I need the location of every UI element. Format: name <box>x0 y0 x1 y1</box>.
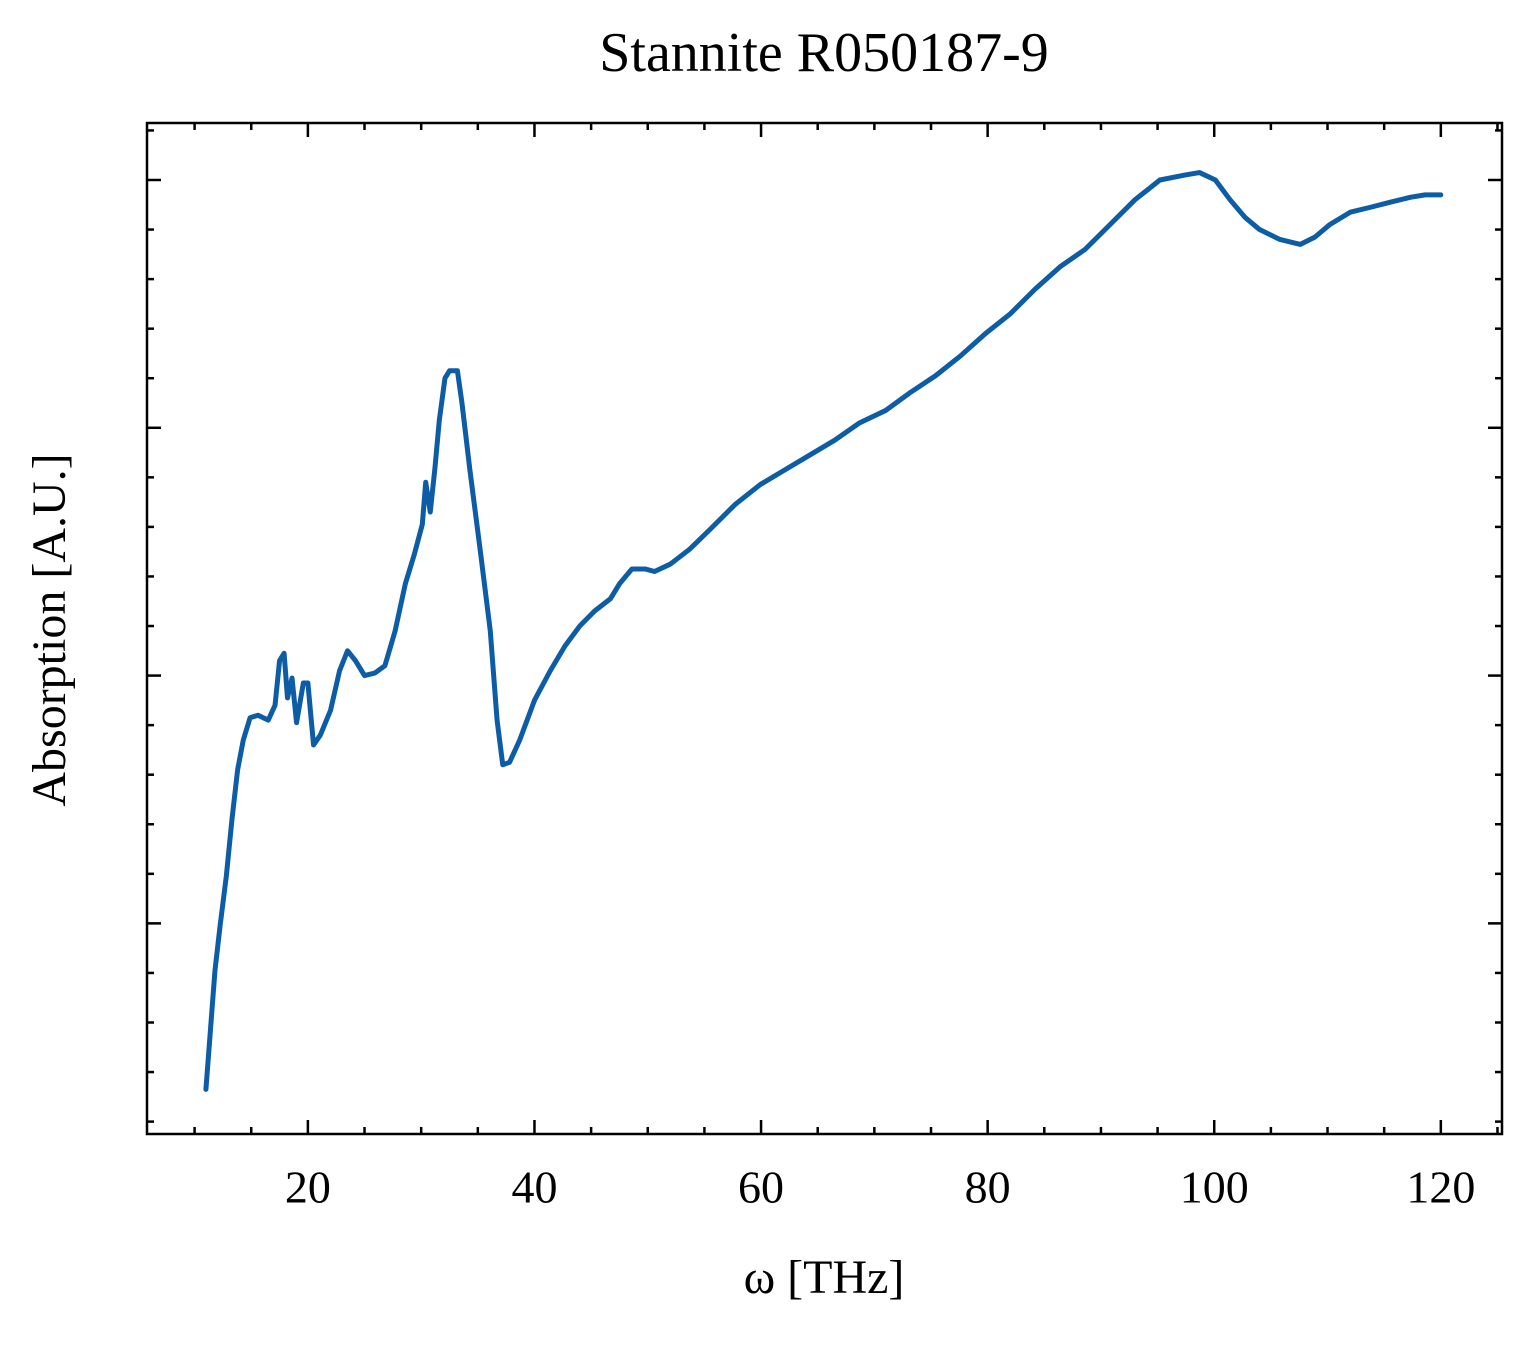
plot-frame <box>145 121 1504 1136</box>
y-axis-label: Absorption [A.U.] <box>23 453 76 806</box>
x-tick-label: 40 <box>511 1162 557 1213</box>
x-tick-label: 120 <box>1406 1162 1475 1213</box>
chart-title: Stannite R050187-9 <box>599 22 1049 84</box>
x-axis-label: ω [THz] <box>744 1251 905 1304</box>
x-tick-label: 80 <box>965 1162 1011 1213</box>
x-tick-label: 20 <box>285 1162 331 1213</box>
x-tick-label: 100 <box>1180 1162 1249 1213</box>
data-line <box>203 170 1444 1092</box>
x-tick-label: 60 <box>738 1162 784 1213</box>
